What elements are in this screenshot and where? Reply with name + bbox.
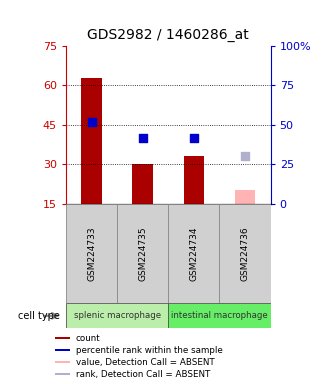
- Bar: [219, 204, 271, 303]
- Text: splenic macrophage: splenic macrophage: [74, 311, 161, 320]
- Text: GSM224735: GSM224735: [138, 226, 147, 281]
- Text: cell type: cell type: [17, 311, 59, 321]
- Text: GSM224736: GSM224736: [241, 226, 249, 281]
- Bar: [168, 303, 271, 328]
- Bar: [66, 303, 168, 328]
- Text: value, Detection Call = ABSENT: value, Detection Call = ABSENT: [76, 358, 214, 367]
- Bar: [132, 164, 153, 204]
- Bar: [55, 373, 70, 376]
- Point: [140, 135, 145, 141]
- Text: count: count: [76, 334, 100, 343]
- Bar: [55, 337, 70, 339]
- Text: GSM224733: GSM224733: [87, 226, 96, 281]
- Text: GSM224734: GSM224734: [189, 226, 198, 281]
- Title: GDS2982 / 1460286_at: GDS2982 / 1460286_at: [87, 28, 249, 42]
- Bar: [183, 156, 204, 204]
- Point: [242, 153, 248, 159]
- Bar: [235, 190, 255, 204]
- Text: rank, Detection Call = ABSENT: rank, Detection Call = ABSENT: [76, 370, 210, 379]
- Point: [191, 135, 196, 141]
- Point: [89, 119, 94, 125]
- Bar: [66, 204, 117, 303]
- Bar: [55, 361, 70, 364]
- Text: percentile rank within the sample: percentile rank within the sample: [76, 346, 222, 355]
- Bar: [168, 204, 219, 303]
- Bar: [55, 349, 70, 351]
- Bar: [81, 78, 102, 204]
- Text: intestinal macrophage: intestinal macrophage: [171, 311, 268, 320]
- Bar: [117, 204, 168, 303]
